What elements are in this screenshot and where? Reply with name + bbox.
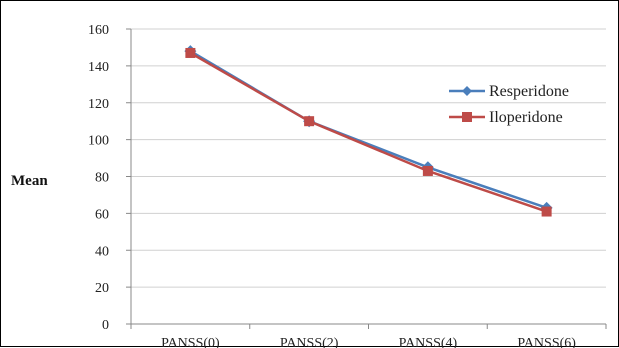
x-tick-label: PANSS(4)	[399, 336, 458, 348]
x-tick-label: PANSS(2)	[280, 336, 339, 348]
legend-label: Resperidone	[489, 83, 569, 100]
y-tick-label: 120	[88, 97, 109, 112]
y-tick-label: 140	[88, 60, 109, 75]
legend-item-iloperidone: Iloperidone	[449, 109, 563, 126]
data-point	[422, 165, 433, 176]
legend-marker	[462, 86, 472, 96]
axes	[126, 28, 607, 329]
y-tick-label: 20	[95, 281, 109, 296]
legend-item-resperidone: Resperidone	[449, 83, 569, 100]
data-point	[541, 206, 552, 217]
gridlines	[131, 28, 606, 288]
legend-marker	[462, 112, 472, 122]
x-tick-labels: PANSS(0) PANSS(2) PANSS(4) PANSS(6)	[161, 336, 576, 348]
series-line	[189, 50, 548, 210]
y-tick-labels: 0 20 40 60 80 100 120 140 160	[88, 23, 109, 333]
series-line	[189, 51, 548, 213]
legend-label: Iloperidone	[489, 109, 563, 126]
y-tick-label: 0	[102, 318, 109, 333]
y-axis-title: Mean	[11, 173, 48, 189]
y-tick-label: 80	[95, 171, 109, 186]
y-tick-label: 60	[95, 207, 109, 222]
series-resperidone	[184, 45, 553, 214]
y-tick-label: 40	[95, 244, 109, 259]
legend: Resperidone Iloperidone	[449, 83, 569, 126]
data-point	[304, 116, 315, 127]
data-point	[185, 47, 196, 58]
series-lines	[184, 45, 553, 217]
series-iloperidone	[185, 47, 552, 217]
x-tick-label: PANSS(0)	[161, 336, 220, 348]
y-tick-label: 160	[88, 23, 109, 38]
y-tick-label: 100	[88, 134, 109, 149]
x-tick-label: PANSS(6)	[517, 336, 576, 348]
